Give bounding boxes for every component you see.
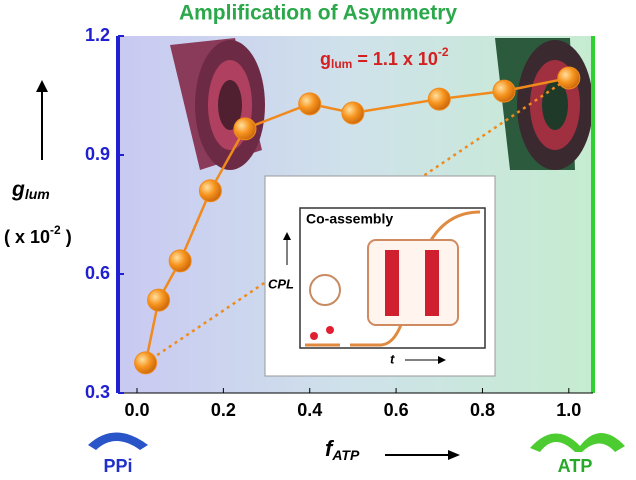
data-point bbox=[557, 66, 581, 90]
y-tick-label: 0.3 bbox=[85, 382, 110, 402]
plot bbox=[134, 66, 581, 375]
inset-y-arrowhead bbox=[283, 232, 291, 240]
x-axis-label: fATP bbox=[325, 436, 360, 463]
inset-x-arrowhead bbox=[438, 356, 446, 364]
inset-monomer bbox=[309, 274, 341, 306]
trend-dotted bbox=[144, 77, 570, 364]
ppi-icon bbox=[88, 432, 148, 450]
data-point bbox=[492, 79, 516, 103]
inset-dot-2 bbox=[326, 326, 334, 334]
y-axis-unit: ( x 10-2 ) bbox=[4, 223, 72, 247]
x-arrowhead bbox=[448, 450, 460, 460]
x-tick-label: 0.8 bbox=[470, 400, 495, 420]
data-point bbox=[341, 101, 365, 125]
annotation: glum = 1.1 x 10-2 bbox=[320, 45, 449, 71]
inset-frame bbox=[299, 207, 486, 349]
nanotube-right bbox=[495, 38, 593, 170]
data-point bbox=[233, 117, 257, 141]
inset-dot-1 bbox=[310, 332, 318, 340]
data-point bbox=[198, 179, 222, 203]
inset-title: Co-assembly bbox=[306, 211, 393, 227]
chart-title: Amplification of Asymmetry bbox=[179, 2, 457, 25]
data-point bbox=[168, 249, 192, 273]
atp-icon bbox=[530, 433, 625, 452]
data-point bbox=[298, 92, 322, 116]
inset-stack-2 bbox=[425, 250, 439, 316]
data-point bbox=[147, 288, 171, 312]
y-tick-label: 0.6 bbox=[85, 263, 110, 283]
inset: Co-assembly CPL t bbox=[264, 175, 496, 377]
y-tick-label: 1.2 bbox=[85, 25, 110, 45]
inset-y-label: CPL bbox=[268, 276, 294, 291]
inset-assembly bbox=[367, 239, 459, 326]
x-tick-label: 1.0 bbox=[556, 400, 581, 420]
x-tick-label: 0.6 bbox=[384, 400, 409, 420]
atp-label: ATP bbox=[558, 456, 593, 476]
series-line bbox=[144, 76, 570, 364]
y-axis-label: glum bbox=[11, 178, 50, 202]
x-tick-label: 0.4 bbox=[297, 400, 322, 420]
inset-x-label: t bbox=[390, 351, 395, 366]
data-point bbox=[134, 351, 158, 375]
ppi-label: PPi bbox=[103, 456, 132, 476]
inset-stack-1 bbox=[385, 250, 399, 316]
x-tick-label: 0.2 bbox=[211, 400, 236, 420]
y-arrowhead bbox=[36, 80, 48, 92]
data-point bbox=[427, 87, 451, 111]
y-tick-label: 0.9 bbox=[85, 144, 110, 164]
x-tick-label: 0.0 bbox=[124, 400, 149, 420]
